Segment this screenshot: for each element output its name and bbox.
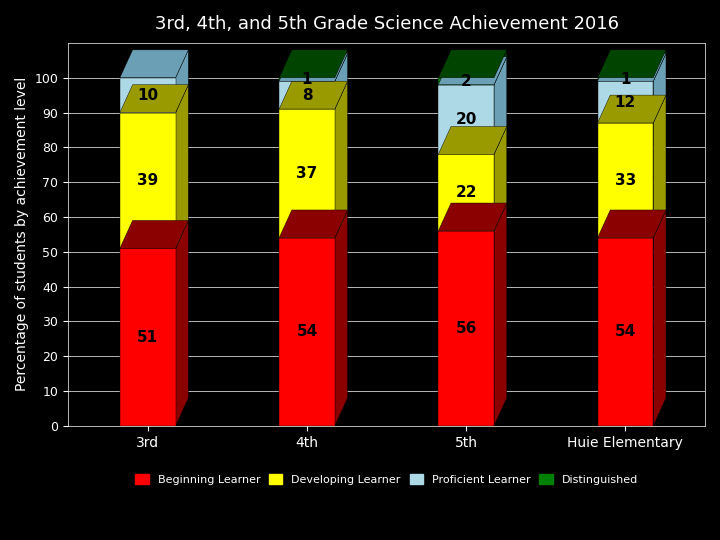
Polygon shape — [279, 210, 348, 238]
Polygon shape — [653, 210, 666, 426]
Bar — [279, 78, 335, 81]
Legend: Beginning Learner, Developing Learner, Proficient Learner, Distinguished: Beginning Learner, Developing Learner, P… — [131, 470, 642, 489]
Text: 12: 12 — [615, 94, 636, 110]
Bar — [598, 78, 653, 81]
Bar — [279, 81, 335, 109]
Text: 2: 2 — [461, 73, 472, 89]
Polygon shape — [335, 210, 348, 426]
Polygon shape — [494, 126, 507, 231]
Polygon shape — [598, 210, 666, 238]
Bar — [598, 123, 653, 238]
Polygon shape — [653, 50, 666, 81]
Text: 51: 51 — [138, 329, 158, 345]
Bar — [120, 78, 176, 112]
Text: 56: 56 — [456, 321, 477, 336]
Bar — [279, 238, 335, 426]
Polygon shape — [438, 203, 507, 231]
Bar — [120, 248, 176, 426]
Bar — [279, 109, 335, 238]
Title: 3rd, 4th, and 5th Grade Science Achievement 2016: 3rd, 4th, and 5th Grade Science Achievem… — [155, 15, 618, 33]
Y-axis label: Percentage of students by achievement level: Percentage of students by achievement le… — [15, 77, 29, 392]
Polygon shape — [120, 220, 189, 248]
Polygon shape — [494, 203, 507, 426]
Polygon shape — [438, 50, 507, 78]
Polygon shape — [176, 50, 189, 112]
Polygon shape — [279, 81, 348, 109]
Polygon shape — [598, 95, 666, 123]
Polygon shape — [279, 53, 348, 81]
Text: 20: 20 — [456, 112, 477, 127]
Bar — [438, 154, 494, 231]
Text: 1: 1 — [302, 72, 312, 87]
Bar — [120, 112, 176, 248]
Polygon shape — [279, 50, 348, 78]
Polygon shape — [653, 95, 666, 238]
Bar — [438, 231, 494, 426]
Polygon shape — [494, 50, 507, 85]
Polygon shape — [598, 50, 666, 78]
Bar — [598, 238, 653, 426]
Polygon shape — [653, 53, 666, 123]
Polygon shape — [335, 81, 348, 238]
Text: 37: 37 — [297, 166, 318, 181]
Text: 54: 54 — [297, 325, 318, 339]
Polygon shape — [120, 85, 189, 112]
Text: 33: 33 — [615, 173, 636, 188]
Polygon shape — [120, 50, 189, 78]
Polygon shape — [335, 53, 348, 109]
Text: 54: 54 — [615, 325, 636, 339]
Bar — [438, 85, 494, 154]
Polygon shape — [176, 85, 189, 248]
Polygon shape — [438, 57, 507, 85]
Polygon shape — [438, 126, 507, 154]
Polygon shape — [176, 220, 189, 426]
Text: 8: 8 — [302, 87, 312, 103]
Polygon shape — [598, 53, 666, 81]
Bar — [598, 81, 653, 123]
Polygon shape — [494, 57, 507, 154]
Bar — [438, 78, 494, 85]
Text: 10: 10 — [138, 87, 158, 103]
Text: 39: 39 — [137, 173, 158, 188]
Text: 1: 1 — [620, 72, 631, 87]
Text: 22: 22 — [456, 185, 477, 200]
Polygon shape — [335, 50, 348, 81]
